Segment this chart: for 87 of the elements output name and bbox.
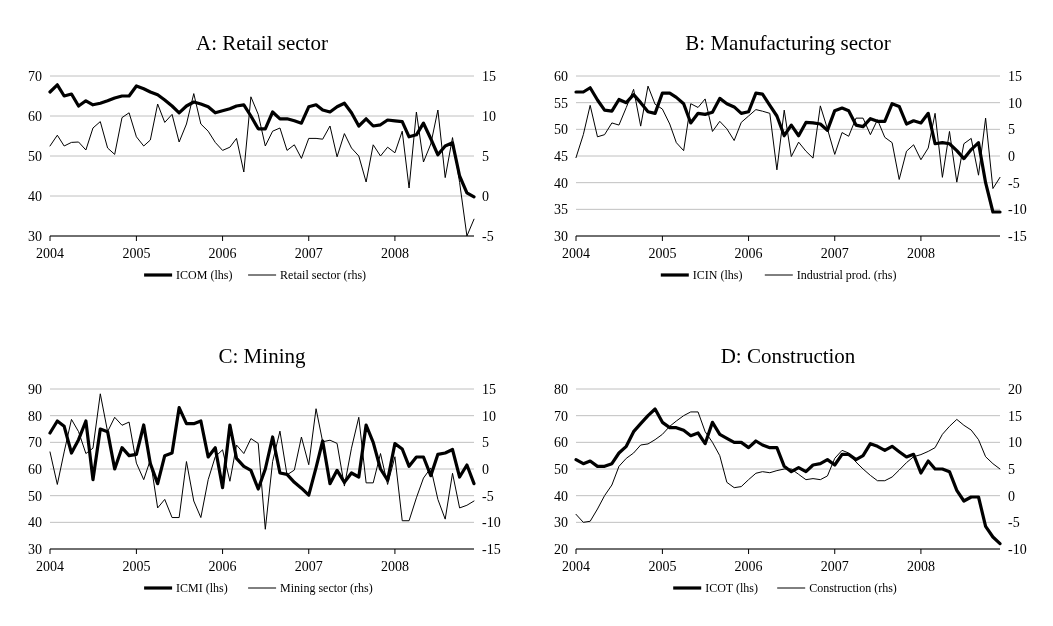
y-tick-label: 30 xyxy=(554,515,568,531)
chart-title: C: Mining xyxy=(218,344,306,368)
y-tick-label: 40 xyxy=(28,515,42,531)
y-tick-label: 60 xyxy=(28,109,42,124)
x-tick-label: 2005 xyxy=(648,559,677,574)
legend-label: ICOT (lhs) xyxy=(705,581,758,595)
y2-tick-label: -10 xyxy=(482,515,501,531)
x-tick-label: 2007 xyxy=(294,246,323,261)
y-tick-label: 50 xyxy=(554,462,568,477)
x-tick-label: 2007 xyxy=(294,559,323,574)
legend-label: ICIN (lhs) xyxy=(692,268,743,282)
y-tick-label: 80 xyxy=(28,408,42,424)
y2-tick-label: 10 xyxy=(482,109,496,124)
y-tick-label: 40 xyxy=(554,488,568,504)
y2-tick-label: -5 xyxy=(1008,515,1020,531)
y2-tick-label: 20 xyxy=(1008,382,1022,397)
y-tick-label: 45 xyxy=(554,149,568,164)
y-tick-label: 70 xyxy=(28,69,42,84)
y-tick-label: 30 xyxy=(28,229,42,244)
y2-tick-label: -10 xyxy=(1008,542,1027,557)
y2-tick-label: 0 xyxy=(482,189,489,204)
chart-title: A: Retail sector xyxy=(196,31,328,55)
y2-tick-label: 0 xyxy=(1008,149,1015,164)
y-tick-label: 70 xyxy=(554,408,568,424)
x-tick-label: 2006 xyxy=(208,246,237,261)
y2-tick-label: 5 xyxy=(1008,462,1015,477)
legend-label: Industrial prod. (rhs) xyxy=(796,268,897,282)
y-tick-label: 50 xyxy=(28,488,42,504)
x-tick-label: 2006 xyxy=(734,559,763,574)
y-tick-label: 70 xyxy=(28,435,42,451)
y2-tick-label: -15 xyxy=(482,542,501,557)
y-tick-label: 30 xyxy=(554,229,568,244)
y2-tick-label: -15 xyxy=(1008,229,1027,244)
chart-title: D: Construction xyxy=(720,344,856,368)
legend-label: ICOM (lhs) xyxy=(176,268,233,282)
x-tick-label: 2006 xyxy=(208,559,237,574)
y-tick-label: 30 xyxy=(28,542,42,557)
y2-tick-label: 5 xyxy=(482,435,489,451)
y-tick-label: 60 xyxy=(28,462,42,477)
y-tick-label: 90 xyxy=(28,382,42,397)
x-tick-label: 2007 xyxy=(820,246,849,261)
y2-tick-label: 15 xyxy=(1008,69,1022,84)
y2-tick-label: 5 xyxy=(482,149,489,164)
x-tick-label: 2008 xyxy=(380,559,409,574)
y2-tick-label: 10 xyxy=(1008,95,1022,111)
y2-tick-label: 5 xyxy=(1008,122,1015,138)
y2-tick-label: 10 xyxy=(1008,435,1022,451)
y-tick-label: 20 xyxy=(554,542,568,557)
x-tick-label: 2006 xyxy=(734,246,763,261)
line-series xyxy=(49,393,475,530)
chart-title: B: Manufacturing sector xyxy=(685,31,891,55)
y2-tick-label: -5 xyxy=(482,488,494,504)
line-series xyxy=(574,86,1002,214)
x-tick-label: 2007 xyxy=(820,559,849,574)
y2-tick-label: 15 xyxy=(482,382,496,397)
x-tick-label: 2004 xyxy=(562,246,590,261)
y-tick-label: 60 xyxy=(554,69,568,84)
x-tick-label: 2004 xyxy=(36,246,64,261)
legend-label: ICMI (lhs) xyxy=(176,581,228,595)
line-series xyxy=(574,407,1002,546)
y2-tick-label: -10 xyxy=(1008,202,1027,218)
y2-tick-label: 10 xyxy=(482,408,496,424)
y-tick-label: 40 xyxy=(554,175,568,191)
y-tick-label: 50 xyxy=(28,149,42,164)
y2-tick-label: 0 xyxy=(482,462,489,477)
legend-label: Construction (rhs) xyxy=(809,581,897,595)
y2-tick-label: 15 xyxy=(1008,408,1022,424)
y-tick-label: 40 xyxy=(28,189,42,204)
legend-label: Mining sector (rhs) xyxy=(280,581,373,595)
y2-tick-label: -5 xyxy=(1008,175,1020,191)
y-tick-label: 55 xyxy=(554,95,568,111)
legend-label: Retail sector (rhs) xyxy=(280,268,367,282)
x-tick-label: 2008 xyxy=(906,246,935,261)
y2-tick-label: 15 xyxy=(482,69,496,84)
x-tick-label: 2005 xyxy=(648,246,677,261)
x-tick-label: 2005 xyxy=(122,559,151,574)
y-tick-label: 50 xyxy=(554,122,568,138)
y2-tick-label: 0 xyxy=(1008,488,1015,504)
y-tick-label: 60 xyxy=(554,435,568,451)
x-tick-label: 2005 xyxy=(122,246,151,261)
x-tick-label: 2008 xyxy=(380,246,409,261)
x-tick-label: 2004 xyxy=(36,559,64,574)
x-tick-label: 2004 xyxy=(562,559,590,574)
y2-tick-label: -5 xyxy=(482,229,494,244)
y-tick-label: 80 xyxy=(554,382,568,397)
x-tick-label: 2008 xyxy=(906,559,935,574)
y-tick-label: 35 xyxy=(554,202,568,218)
